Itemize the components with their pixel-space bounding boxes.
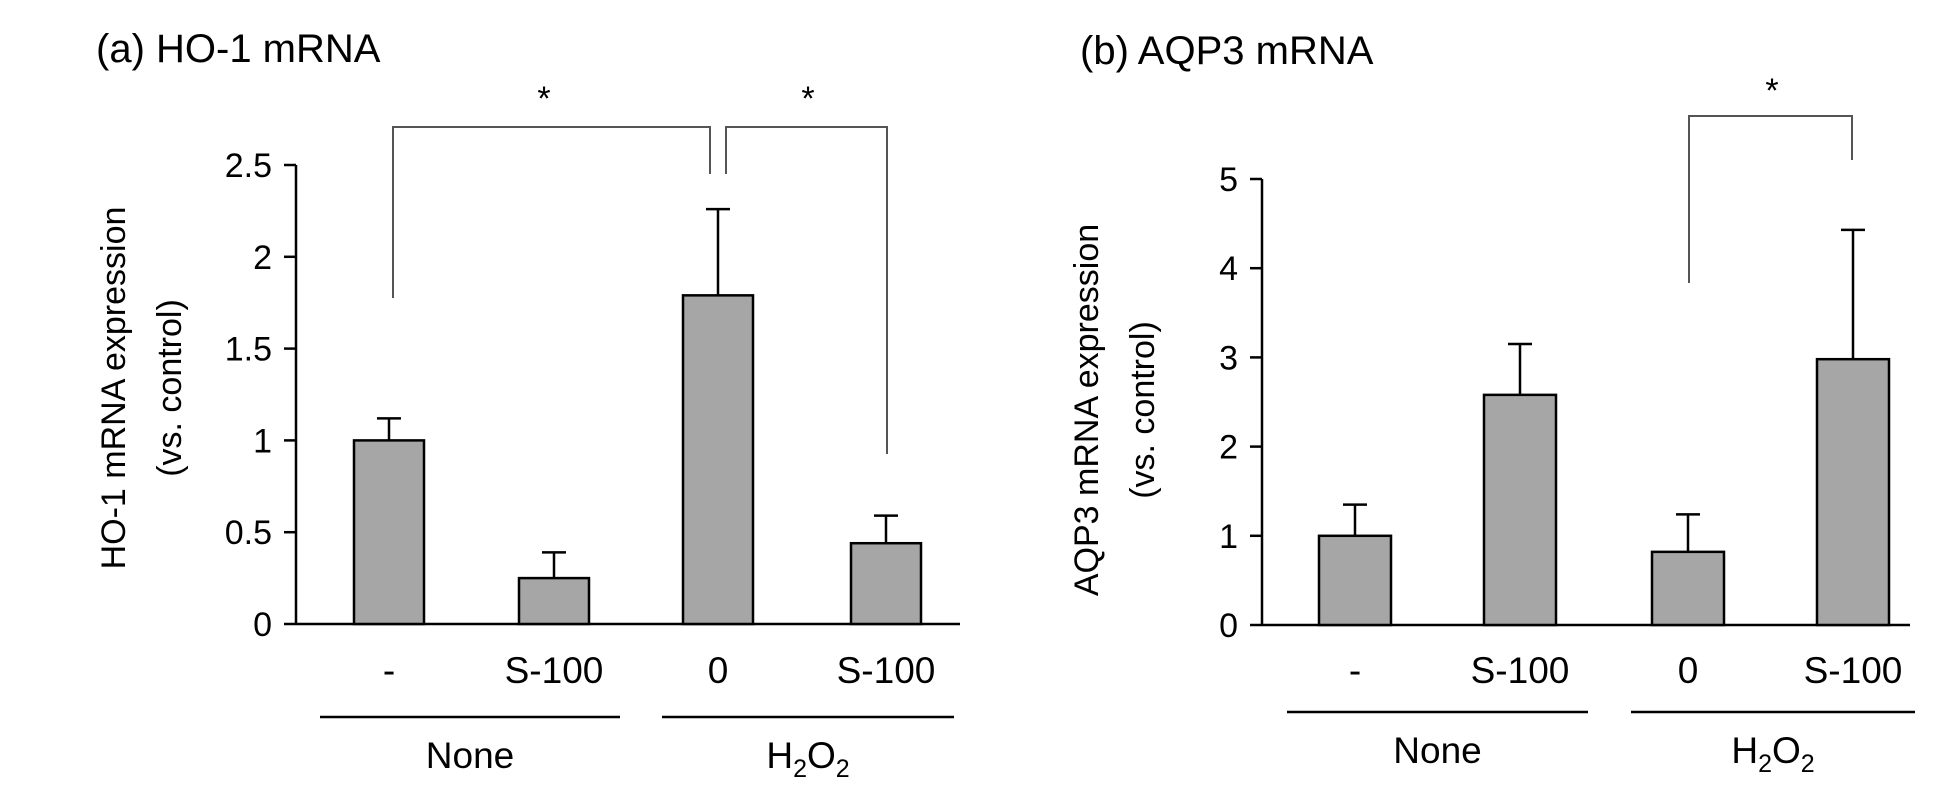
panel-b-significance-star: * [1765, 72, 1778, 110]
panel-b-ylabel-line2: (vs. control) [1124, 321, 1162, 499]
panel-a-y-tick-label: 1 [253, 422, 272, 460]
panel-a-y-tick-label: 1.5 [225, 331, 272, 369]
panel-b-bar [1317, 534, 1393, 627]
panel-b-category-label: 0 [1678, 650, 1699, 691]
panel-a-category-label: S-100 [505, 650, 604, 691]
panel-b-ylabel-line1: AQP3 mRNA expression [1068, 224, 1106, 596]
panel-a-significance-bracket [392, 126, 711, 298]
panel-a-ylabel-line2: (vs. control) [151, 299, 189, 477]
panel-a-y-tick-label: 2.5 [225, 147, 272, 185]
panel-a-category-label: - [383, 650, 395, 691]
panel-b-y-tick-label: 1 [1219, 518, 1238, 556]
panel-b-group-label: None [1393, 730, 1481, 771]
panel-a-category-label: S-100 [837, 650, 936, 691]
panel-a-significance-bracket [725, 126, 888, 454]
panel-b-y-tick-label: 4 [1219, 250, 1238, 288]
panel-b-plot: 0 1 2 3 4 5 - S-100 0 S-100 None H2O2 * [1219, 72, 1915, 778]
panel-b-y-tick-label: 5 [1219, 161, 1238, 199]
panel-b-category-label: S-100 [1804, 650, 1903, 691]
panel-a-group-label: None [426, 735, 514, 776]
panel-a-plot: 0 0.5 1 1.5 2 2.5 - S-100 0 S-100 None H2O2 * * [225, 80, 960, 783]
panel-a-group-label: H2O2 [766, 735, 849, 783]
panel-b-y-tick-label: 2 [1219, 429, 1238, 467]
panel-b-y-tick-label: 0 [1219, 607, 1238, 645]
panel-b-y-tick-label: 3 [1219, 339, 1238, 377]
panel-b-bar [1482, 393, 1558, 627]
panel-b-category-label: - [1349, 650, 1361, 691]
panel-b-bar [1650, 550, 1726, 627]
panel-a-y-tick-label: 0 [253, 606, 272, 644]
panel-a-y-tick-label: 0.5 [225, 514, 272, 552]
panel-b-group-label: H2O2 [1731, 730, 1814, 778]
panel-a-category-label: 0 [708, 650, 729, 691]
panel-a-bar [681, 294, 755, 626]
panel-a-bar [352, 439, 426, 626]
panel-a-significance-star: * [537, 80, 550, 118]
panel-b-ylabel: AQP3 mRNA expression (vs. control) [1068, 224, 1162, 596]
panel-a-ylabel: HO-1 mRNA expression (vs. control) [95, 207, 189, 570]
panel-a-ylabel-line1: HO-1 mRNA expression [95, 207, 133, 570]
panel-a-significance-star: * [801, 80, 814, 118]
panel-b-bar [1815, 357, 1891, 627]
panel-b-significance-bracket [1688, 115, 1853, 283]
panel-b-title: (b) AQP3 mRNA [1080, 29, 1374, 73]
panel-a-bar [849, 541, 923, 626]
panel-a-title: (a) HO-1 mRNA [96, 27, 381, 71]
panel-a-bar [517, 576, 591, 626]
panel-a-y-tick-label: 2 [253, 239, 272, 277]
panel-b-category-label: S-100 [1471, 650, 1570, 691]
